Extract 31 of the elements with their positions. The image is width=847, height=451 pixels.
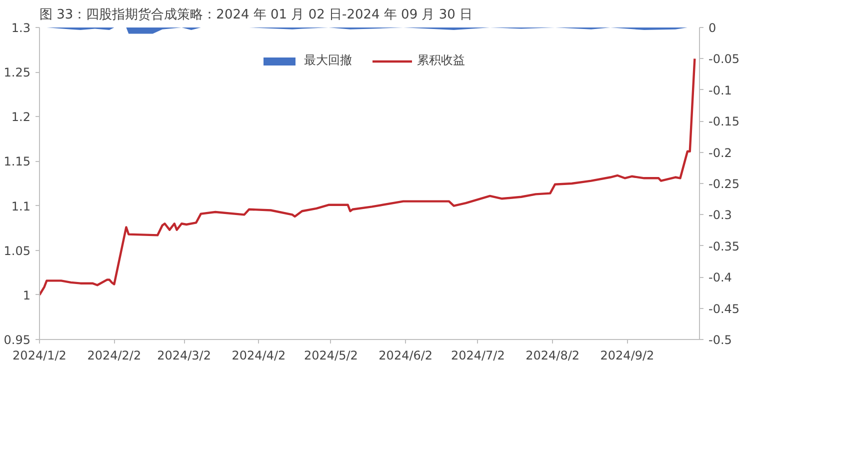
legend-label: 累积收益 [417,52,465,69]
y2-tick-label: -0.25 [708,177,740,191]
y2-tick-label: -0.3 [708,208,732,222]
y2-tick-label: -0.2 [708,146,732,160]
y-tick-label: 1.2 [11,110,31,124]
y-tick-label: 1.25 [4,66,30,80]
x-tick-label: 2024/2/2 [87,348,142,362]
y2-tick-label: -0.5 [708,333,732,347]
x-tick-label: 2024/3/2 [157,348,211,362]
y-tick-label: 1.15 [4,154,30,169]
y2-tick-label: -0.15 [708,114,740,129]
x-tick-label: 2024/9/2 [600,348,654,362]
x-tick-label: 2024/4/2 [232,348,286,362]
y-tick-label: 1 [22,288,31,302]
chart-title: 图 33：四股指期货合成策略：2024 年 01 月 02 日-2024 年 09 月 30 日 [40,8,473,22]
y2-tick-label: -0.1 [708,83,732,98]
legend-label: 最大回撤 [304,52,352,69]
x-tick-label: 2024/1/2 [12,348,66,362]
y2-tick-label: -0.45 [708,302,740,316]
y-tick-label: 1.3 [11,21,31,35]
x-tick-label: 2024/5/2 [304,348,358,362]
y2-tick-label: -0.35 [708,239,740,254]
x-tick-label: 2024/6/2 [378,348,433,362]
y-tick-label: 1.1 [11,199,31,214]
y-tick-label: 1.05 [4,244,30,258]
x-tick-label: 2024/7/2 [450,348,505,362]
y2-tick-label: -0.4 [708,270,732,285]
y2-tick-label: -0.05 [708,52,740,66]
y-tick-label: 0.95 [4,333,30,347]
x-tick-label: 2024/8/2 [526,348,580,362]
y2-tick-label: 0 [708,21,716,35]
